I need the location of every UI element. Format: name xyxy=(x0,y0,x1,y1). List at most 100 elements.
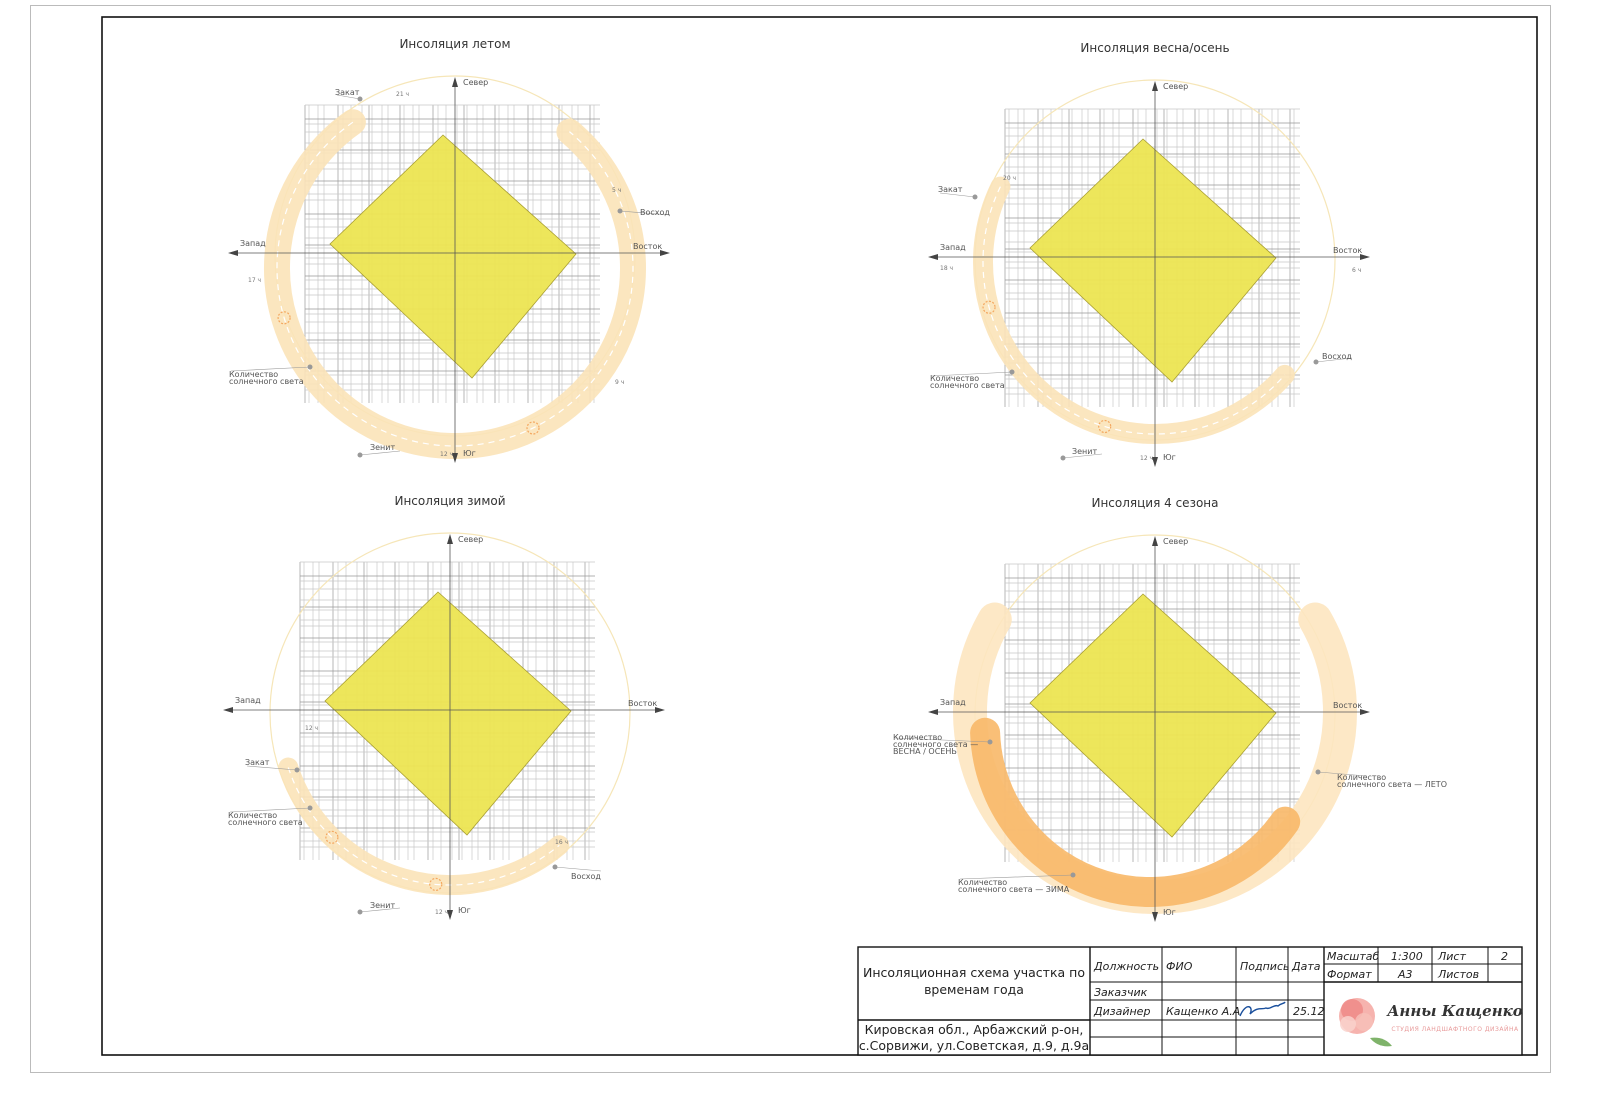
callout-label-line: Зенит xyxy=(370,443,395,452)
callout-label-line: Закат xyxy=(245,758,270,767)
project-name: Инсоляционная схема участка по временам г… xyxy=(863,965,1085,997)
sun-path xyxy=(287,767,560,886)
arrow xyxy=(223,707,233,713)
arrow xyxy=(1152,536,1158,546)
time-label: 12 ч xyxy=(440,451,453,458)
address-line: Кировская обл., Арбажский р-он, xyxy=(865,1022,1084,1037)
compass-label: Запад xyxy=(240,239,266,248)
callout-label: Зенит xyxy=(370,443,395,452)
sun-path xyxy=(982,186,1286,435)
time-label: 5 ч xyxy=(612,187,621,194)
callout-label: Количество солнечного света — ЛЕТО xyxy=(1337,773,1447,789)
leader-line xyxy=(359,907,401,913)
leader-line xyxy=(931,371,1013,377)
sun-icon xyxy=(1098,419,1112,434)
logo-leaf xyxy=(1370,1037,1392,1047)
leader-dot xyxy=(307,364,313,370)
arrow xyxy=(452,77,458,87)
callout-label: Зенит xyxy=(370,901,395,910)
compass-label: Север xyxy=(1163,537,1188,546)
callout-label: Количество солнечного света — ВЕСНА / ОСЕН… xyxy=(893,733,978,756)
arrow xyxy=(928,254,938,260)
leader-line xyxy=(619,210,671,216)
table-text: Дизайнер xyxy=(1093,1005,1150,1018)
leader-dot xyxy=(1009,369,1015,375)
logo-rose xyxy=(1355,1013,1373,1031)
table-text: Заказчик xyxy=(1094,986,1148,999)
leader-dot xyxy=(294,767,300,773)
insolation-panel: Инсоляция весна/осень Север Восток Юг Запад З… xyxy=(928,41,1370,467)
table-text: А3 xyxy=(1397,968,1413,981)
time-label: 18 ч xyxy=(940,265,953,272)
callout-label-line: Количество xyxy=(893,733,942,742)
time-label: 17 ч xyxy=(248,277,261,284)
compass-label: Восток xyxy=(1333,246,1362,255)
arrow xyxy=(655,707,665,713)
project-name-line: Инсоляционная схема участка по xyxy=(863,965,1085,980)
callout-label-line: Восход xyxy=(1322,352,1352,361)
callout-label: Восход xyxy=(1322,352,1352,361)
panel-title: Инсоляция зимой xyxy=(394,494,505,508)
arrow xyxy=(1152,912,1158,922)
studio-name: Анны Кащенко xyxy=(1386,1002,1523,1020)
callout-label-line: Зенит xyxy=(370,901,395,910)
leader-dot xyxy=(1060,455,1066,461)
time-label: 12 ч xyxy=(305,725,318,732)
leader-line xyxy=(894,737,991,743)
compass-label: Запад xyxy=(235,696,261,705)
callout-label-line: Количество xyxy=(930,374,979,383)
plot-area xyxy=(329,134,577,379)
compass-label: Восток xyxy=(633,242,662,251)
address: Кировская обл., Арбажский р-он, с.Сорвижи… xyxy=(859,1022,1089,1053)
table-text: Должность xyxy=(1093,960,1159,973)
callout-label-line: Зенит xyxy=(1072,447,1097,456)
table-text: 25.12 xyxy=(1293,1005,1325,1018)
leader-line xyxy=(959,874,1074,880)
arrow xyxy=(447,910,453,920)
compass-label: Запад xyxy=(940,698,966,707)
frame xyxy=(101,16,1538,1056)
table-text: Дата xyxy=(1291,960,1321,973)
compass-label: Север xyxy=(458,535,483,544)
callout-label-line: Количество xyxy=(228,811,277,820)
callout-label: Закат xyxy=(245,758,270,767)
leader-line xyxy=(359,450,401,456)
logo-rose xyxy=(1341,999,1363,1021)
leader-dot xyxy=(1070,872,1076,878)
time-label: 20 ч xyxy=(1003,175,1016,182)
table-text: ФИО xyxy=(1166,960,1193,973)
callout-label-line: Закат xyxy=(938,185,963,194)
callout-label-line: Количество xyxy=(229,370,278,379)
sheet-border xyxy=(30,5,1551,1073)
callout-label-line: солнечного света xyxy=(930,381,1005,390)
plot-area xyxy=(324,591,572,836)
callout-label: Закат xyxy=(335,88,360,97)
time-label: 21 ч xyxy=(396,91,409,98)
compass-label: Север xyxy=(463,78,488,87)
leader-line xyxy=(1062,453,1103,459)
callout-label: Количество солнечного света xyxy=(229,370,304,386)
panel-title: Инсоляция весна/осень xyxy=(1080,41,1229,55)
callout-label-line: солнечного света — ЗИМА xyxy=(958,885,1070,894)
leader-line xyxy=(229,807,311,813)
table-text: Масштаб xyxy=(1327,950,1379,963)
callout-label: Восход xyxy=(640,208,670,217)
leader-dot xyxy=(972,194,978,200)
panels: Инсоляция летом Север Восток Юг Запад Закат Во… xyxy=(223,37,1447,922)
plot-area xyxy=(1029,593,1277,838)
leader-dot xyxy=(307,805,313,811)
insolation-panel: Инсоляция зимой Север Восток Юг Запад Закат Во… xyxy=(223,494,665,920)
callout-label-line: Количество xyxy=(958,878,1007,887)
callout-label-line: солнечного света xyxy=(229,377,304,386)
table-text: Подпись xyxy=(1240,960,1289,973)
arrow xyxy=(1152,81,1158,91)
leader-line xyxy=(1315,357,1353,363)
callout-label: Количество солнечного света xyxy=(930,374,1005,390)
sun-icon xyxy=(325,830,339,844)
leader-line xyxy=(554,866,602,872)
leader-line xyxy=(1317,771,1368,777)
table-text: Лист xyxy=(1437,950,1466,963)
callout-label-line: ВЕСНА / ОСЕНЬ xyxy=(893,747,957,756)
arrow xyxy=(447,534,453,544)
